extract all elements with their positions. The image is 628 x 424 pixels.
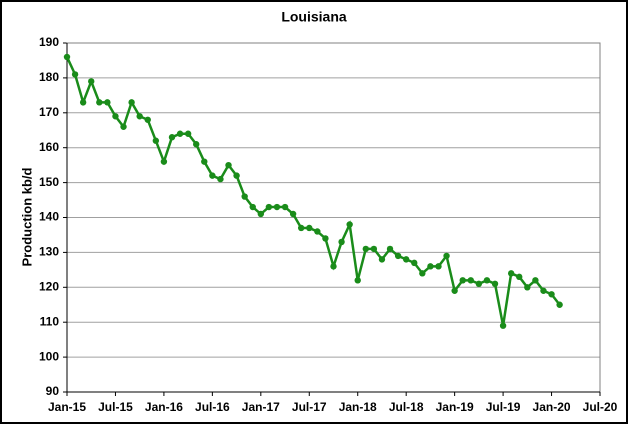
data-point <box>120 123 127 130</box>
y-tick-label: 150 <box>39 175 59 189</box>
x-tick-label: Jul-20 <box>583 400 618 414</box>
data-point <box>144 116 151 123</box>
data-point <box>314 228 321 235</box>
data-point <box>556 301 563 308</box>
data-point <box>306 224 313 232</box>
y-tick-label: 170 <box>39 105 59 119</box>
data-point <box>491 280 499 288</box>
data-point <box>548 291 555 298</box>
data-point <box>233 172 240 179</box>
data-point <box>160 158 168 165</box>
y-tick-label: 90 <box>46 384 60 398</box>
data-point <box>88 78 95 85</box>
data-point <box>136 113 143 120</box>
x-tick-label: Jan-15 <box>48 400 86 414</box>
data-point <box>249 203 256 211</box>
data-point <box>386 245 394 253</box>
data-point <box>79 99 87 106</box>
data-point <box>225 161 232 169</box>
x-tick-label: Jan-17 <box>242 400 280 414</box>
data-point <box>71 71 79 78</box>
data-point <box>193 141 200 148</box>
data-point <box>241 193 248 200</box>
x-tick-label: Jan-18 <box>339 400 377 414</box>
data-point <box>475 280 483 288</box>
y-tick-label: 160 <box>39 140 59 154</box>
data-point <box>362 245 370 253</box>
y-tick-label: 110 <box>40 314 60 328</box>
data-point <box>459 277 466 284</box>
x-tick-label: Jul-15 <box>98 400 133 414</box>
data-point <box>128 99 135 106</box>
data-point <box>322 235 329 242</box>
data-point <box>483 277 491 284</box>
x-tick-label: Jan-19 <box>436 400 474 414</box>
data-point <box>257 210 265 218</box>
y-tick-label: 140 <box>39 210 59 224</box>
data-point <box>402 256 410 263</box>
data-point <box>289 210 297 218</box>
x-tick-label: Jan-20 <box>533 400 571 414</box>
data-point <box>330 263 337 270</box>
chart-title: Louisiana <box>281 9 347 25</box>
data-point <box>176 130 184 137</box>
data-point <box>516 273 523 281</box>
data-point <box>451 287 458 294</box>
data-point <box>524 284 531 291</box>
data-point <box>273 203 281 211</box>
data-point <box>184 130 192 137</box>
data-point <box>435 263 442 270</box>
data-point <box>540 287 547 294</box>
data-point <box>499 322 507 329</box>
data-point <box>378 256 386 263</box>
data-point <box>297 224 305 232</box>
y-tick-label: 180 <box>39 70 59 84</box>
data-point <box>104 99 111 106</box>
data-point <box>265 203 273 211</box>
data-point <box>532 277 539 284</box>
data-point <box>443 252 450 260</box>
y-axis-label: Production kb/d <box>19 167 34 266</box>
x-tick-label: Jul-17 <box>292 400 327 414</box>
y-tick-label: 100 <box>39 349 59 363</box>
data-point <box>394 252 402 260</box>
data-point <box>281 203 289 211</box>
x-tick-label: Jan-16 <box>145 400 183 414</box>
x-tick-label: Jul-19 <box>486 400 521 414</box>
data-point <box>427 263 434 270</box>
data-point <box>96 99 103 106</box>
y-tick-label: 190 <box>39 35 59 49</box>
y-tick-label: 130 <box>39 245 59 259</box>
data-point <box>112 113 119 120</box>
data-point <box>63 53 71 61</box>
data-point <box>411 259 418 267</box>
x-tick-label: Jul-18 <box>389 400 424 414</box>
data-point <box>467 277 474 284</box>
data-point <box>201 158 208 165</box>
data-point <box>354 277 361 284</box>
data-point <box>370 245 378 253</box>
data-point <box>346 221 353 228</box>
data-point <box>168 134 176 141</box>
data-point <box>507 270 515 277</box>
x-tick-label: Jul-16 <box>195 400 230 414</box>
y-tick-label: 120 <box>39 279 59 293</box>
data-point <box>419 270 426 277</box>
data-point <box>338 238 345 246</box>
data-point <box>217 175 224 183</box>
data-point <box>209 172 216 179</box>
data-point <box>152 137 160 144</box>
